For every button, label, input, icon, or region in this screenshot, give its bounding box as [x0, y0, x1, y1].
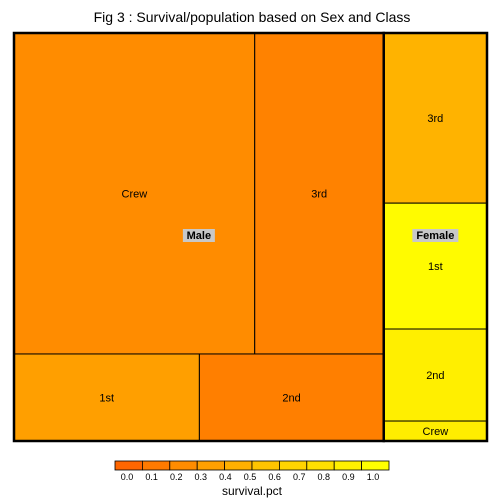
cell-label: 3rd: [427, 113, 443, 125]
treemap-cell: [383, 328, 488, 422]
legend-swatch: [169, 460, 198, 471]
legend-tick-label: 0.8: [318, 472, 331, 482]
group-label: Female: [416, 230, 454, 242]
legend-swatch: [361, 460, 390, 471]
legend-tick-label: 0.9: [342, 472, 355, 482]
group-label: Male: [187, 230, 211, 242]
cell-label: 2nd: [426, 370, 444, 382]
treemap-cell: [254, 32, 385, 355]
legend-swatch: [333, 460, 363, 471]
legend-tick-label: 0.5: [244, 472, 257, 482]
legend-swatch: [224, 460, 253, 471]
cell-label: 1st: [99, 392, 114, 404]
legend-tick-label: 0.0: [121, 472, 134, 482]
group-border: [382, 31, 489, 443]
group-label-background: [412, 229, 459, 242]
legend-swatch: [196, 460, 225, 471]
cell-label: Crew: [122, 188, 148, 200]
legend-swatch: [278, 460, 308, 471]
group-label-background: [182, 229, 215, 242]
legend-swatch: [141, 460, 171, 471]
legend-title: survival.pct: [222, 484, 283, 498]
legend-swatch: [251, 460, 280, 471]
treemap-cell: [198, 353, 385, 442]
legend-tick-label: 0.7: [293, 472, 306, 482]
legend-swatch: [306, 460, 335, 471]
legend-tick-label: 1.0: [367, 472, 380, 482]
legend-tick-label: 0.4: [219, 472, 232, 482]
cell-label: 2nd: [282, 392, 300, 404]
legend-tick-label: 0.3: [195, 472, 208, 482]
legend-tick-label: 0.6: [268, 472, 281, 482]
legend-tick-label: 0.2: [170, 472, 183, 482]
chart-title: Fig 3 : Survival/population based on Sex…: [93, 9, 411, 25]
legend-swatch: [114, 460, 143, 471]
cell-label: Crew: [423, 426, 449, 438]
cell-label: 3rd: [311, 188, 327, 200]
cell-label: 1st: [428, 261, 443, 273]
legend-tick-label: 0.1: [145, 472, 158, 482]
